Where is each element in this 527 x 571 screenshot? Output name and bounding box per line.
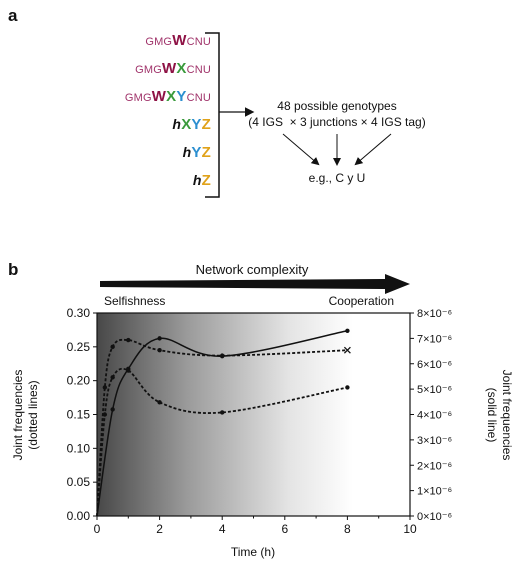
series-point-2 (343, 346, 351, 354)
gradient-background (97, 313, 353, 516)
summary-arrow-left (282, 133, 320, 166)
genotype-segment: W (161, 60, 177, 77)
right-axis-title-line2: (solid line) (485, 388, 499, 443)
genotype-row: GMGWXCNU (135, 60, 211, 77)
left-y-tick-label: 0.10 (67, 441, 91, 455)
right-axis-title-line1: Joint frequencies (500, 370, 514, 461)
right-y-tick-label: 5×10⁻⁶ (417, 384, 452, 396)
left-y-tick-label: 0.00 (67, 509, 91, 523)
series-point-3 (157, 400, 162, 405)
x-tick-label: 10 (403, 522, 417, 536)
series-point-3 (110, 375, 115, 380)
genotype-row: hZ (193, 172, 211, 189)
genotype-segment: X (176, 60, 187, 77)
series-point-1 (157, 336, 162, 341)
summary-arrow-right (354, 133, 392, 166)
x-tick-label: 0 (94, 522, 101, 536)
x-tick-label: 8 (344, 522, 351, 536)
genotype-segment: Z (201, 116, 211, 133)
series-point-2 (110, 344, 115, 350)
genotype-segment: Z (201, 172, 211, 189)
left-y-tick-label: 0.30 (67, 306, 91, 320)
series-point-3 (126, 368, 131, 373)
genotype-segment: GMG (145, 36, 173, 48)
right-y-tick-label: 8×10⁻⁶ (417, 308, 452, 320)
left-axis-title-line2: (dotted lines) (26, 380, 40, 449)
genotype-bracket (205, 32, 220, 198)
genotype-segment: h (182, 144, 192, 160)
chart-axes: 0 2 4 6 8 10 0.00 0.05 0.10 0.15 0.20 0.25 0.30 0×10⁻… (67, 306, 452, 536)
panel-a-label: a (8, 6, 18, 25)
right-y-tick-label: 4×10⁻⁶ (417, 410, 452, 422)
series-point-1 (345, 328, 350, 333)
genotype-row: GMGWXYCNU (125, 88, 211, 105)
genotype-segment: W (151, 88, 167, 105)
left-y-tick-label: 0.25 (67, 340, 91, 354)
series-point-2 (126, 337, 131, 343)
selfishness-label: Selfishness (104, 294, 165, 308)
genotype-segment: Z (201, 144, 211, 161)
genotype-row: hXYZ (172, 116, 211, 133)
genotype-example: e.g., C y U (309, 171, 366, 185)
x-tick-label: 6 (281, 522, 288, 536)
network-complexity-arrow (100, 274, 410, 294)
series-point-1 (110, 407, 115, 412)
right-y-tick-label: 0×10⁻⁶ (417, 511, 452, 523)
left-axis-title-line1: Joint frequencies (11, 370, 25, 461)
x-axis-title: Time (h) (231, 545, 275, 559)
series-point-3 (345, 385, 350, 390)
right-y-tick-label: 7×10⁻⁶ (417, 333, 452, 345)
right-y-tick-label: 3×10⁻⁶ (417, 435, 452, 447)
series-point-2 (220, 353, 225, 358)
genotype-segment: Y (176, 88, 187, 105)
genotype-segment: GMG (124, 92, 152, 104)
genotype-segment: h (172, 116, 182, 132)
series-line-2 (96, 338, 348, 517)
x-tick-label: 4 (219, 522, 226, 536)
genotype-segment: W (172, 32, 187, 49)
x-tick-label: 2 (156, 522, 163, 536)
panel-b-label: b (8, 260, 18, 279)
right-y-tick-label: 6×10⁻⁶ (417, 359, 452, 371)
series-point-2 (102, 385, 108, 390)
genotype-segment: Y (191, 144, 202, 161)
series-point-2 (157, 348, 162, 353)
right-y-tick-label: 1×10⁻⁶ (417, 486, 452, 498)
genotype-row: GMGWCNU (145, 32, 211, 49)
genotype-summary-line2: (4 IGS × 3 junctions × 4 IGS tag) (248, 115, 425, 129)
genotype-segment: X (181, 116, 192, 133)
genotype-row: hYZ (183, 144, 211, 161)
genotype-segment: h (192, 172, 202, 188)
left-y-tick-label: 0.20 (67, 374, 91, 388)
genotype-segment: X (166, 88, 177, 105)
left-y-tick-label: 0.05 (67, 475, 91, 489)
genotype-segment: CNU (186, 64, 211, 76)
right-y-tick-label: 2×10⁻⁶ (417, 460, 452, 472)
network-complexity-label: Network complexity (196, 262, 309, 277)
series-point-3 (220, 410, 225, 415)
left-y-tick-label: 0.15 (67, 408, 91, 422)
series-point-3 (102, 412, 108, 417)
genotype-summary-line1: 48 possible genotypes (277, 99, 396, 113)
chart-series (96, 328, 351, 517)
cooperation-label: Cooperation (329, 294, 394, 308)
series-line-3 (96, 367, 348, 517)
genotype-segment: CNU (186, 92, 211, 104)
genotype-segment: CNU (186, 36, 211, 48)
genotype-segment: Y (191, 116, 202, 133)
genotype-segment: GMG (135, 64, 162, 76)
